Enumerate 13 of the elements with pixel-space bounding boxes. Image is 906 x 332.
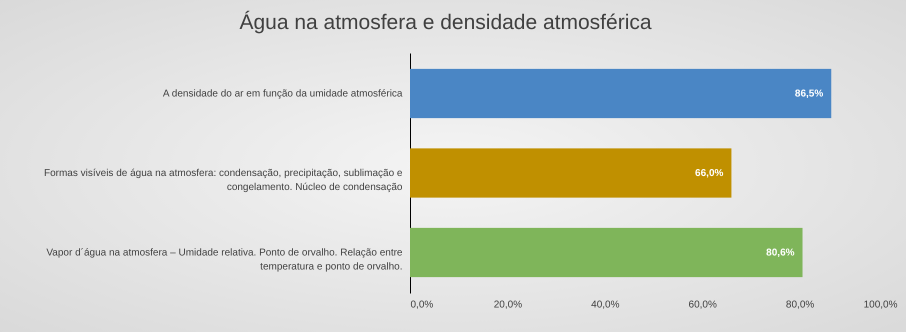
x-tick-label: 0,0% bbox=[410, 300, 434, 310]
y-tick-label: Formas visíveis de água na atmosfera: condensação, precipitação, sublimação e congelamento. Núcleo de condensação bbox=[44, 168, 403, 193]
data-label: 66,0% bbox=[695, 168, 724, 179]
y-tick-label: A densidade do ar em função da umidade atmosférica bbox=[162, 88, 403, 100]
x-tick-label: 40,0% bbox=[591, 300, 620, 310]
x-tick-label: 20,0% bbox=[494, 300, 522, 310]
y-tick-label: Vapor d´água na atmosfera – Umidade relativa. Ponto de orvalho. Relação entre temperatura e ponto de orvalho. bbox=[46, 247, 403, 272]
data-label: 80,6% bbox=[766, 247, 795, 258]
x-tick-label: 100,0% bbox=[864, 300, 898, 310]
x-tick-label: 60,0% bbox=[688, 300, 717, 310]
chart-title: Água na atmosfera e densidade atmosférica bbox=[239, 10, 652, 34]
x-tick-label: 80,0% bbox=[786, 300, 814, 310]
data-label: 86,5% bbox=[794, 88, 824, 100]
